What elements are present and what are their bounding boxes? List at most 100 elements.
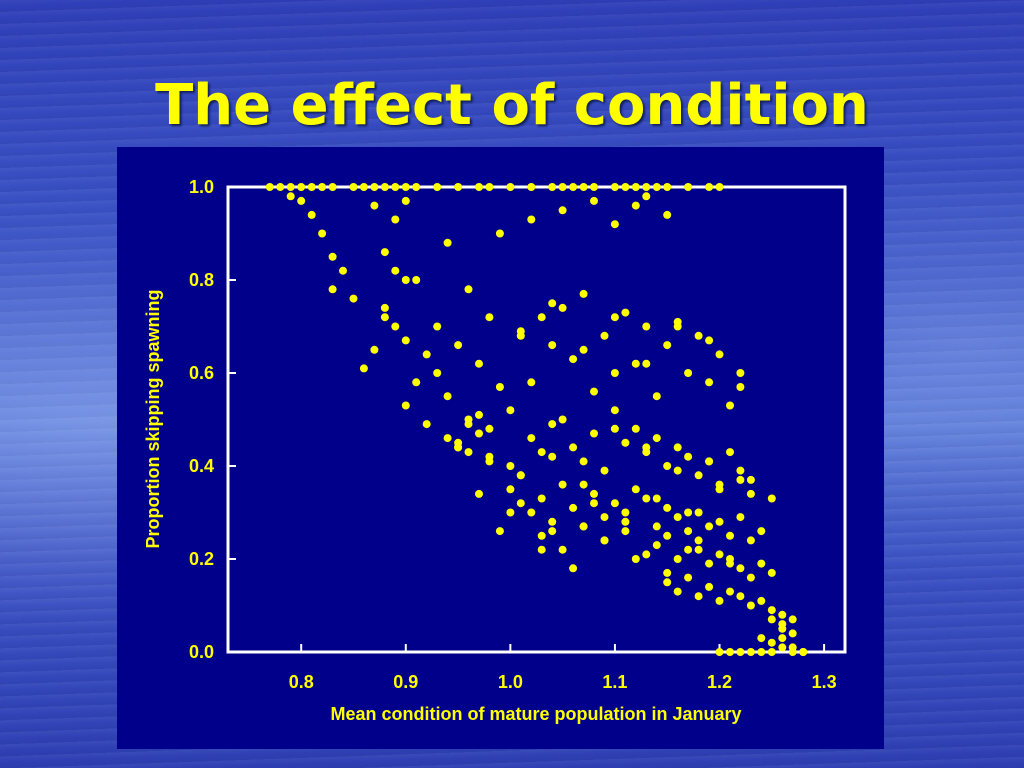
data-point <box>736 383 745 391</box>
data-point <box>569 355 578 364</box>
data-point <box>694 508 703 517</box>
data-point <box>475 410 483 419</box>
data-point <box>631 424 640 433</box>
data-point <box>548 517 557 526</box>
data-point <box>767 648 776 656</box>
data-point <box>558 303 567 312</box>
data-point <box>621 438 630 447</box>
x-axis-title: Mean condition of mature population in J… <box>330 704 741 724</box>
data-point <box>422 420 431 429</box>
data-point <box>495 383 504 391</box>
data-point <box>370 345 379 354</box>
data-point <box>328 183 337 191</box>
data-point <box>736 564 745 573</box>
data-point <box>642 359 651 368</box>
data-point <box>715 550 724 559</box>
y-tick-label: 1.0 <box>189 177 214 197</box>
data-point <box>610 499 619 508</box>
y-tick-label: 0.0 <box>189 642 214 662</box>
data-point <box>767 494 776 503</box>
data-point <box>600 513 609 522</box>
data-point <box>412 183 421 191</box>
data-point <box>684 573 693 582</box>
data-point <box>663 183 672 191</box>
data-point <box>537 531 546 540</box>
data-point <box>631 183 640 191</box>
data-point <box>600 331 609 340</box>
x-tick-label: 0.8 <box>289 672 314 692</box>
data-point <box>412 378 421 387</box>
data-point <box>673 587 682 596</box>
data-point <box>736 648 745 656</box>
data-point <box>642 322 651 331</box>
data-point <box>746 648 755 656</box>
data-point <box>527 183 536 191</box>
data-point <box>610 313 619 322</box>
data-point <box>286 192 295 201</box>
data-point <box>433 183 442 191</box>
data-point <box>548 299 557 308</box>
x-axis: 0.8 0.9 1.0 1.1 1.2 1.3 <box>289 644 837 692</box>
data-point <box>464 285 473 294</box>
data-point <box>485 313 494 322</box>
data-point <box>673 443 682 452</box>
data-point <box>307 183 316 191</box>
data-point <box>726 648 734 656</box>
data-point <box>684 183 693 191</box>
data-point <box>443 434 452 443</box>
data-point <box>799 648 808 656</box>
data-point <box>359 183 368 191</box>
data-point <box>506 183 515 191</box>
data-point <box>778 620 787 629</box>
data-point <box>454 443 463 452</box>
data-point <box>443 392 452 401</box>
data-point <box>443 238 452 247</box>
data-point <box>548 420 557 429</box>
data-point <box>631 485 640 494</box>
data-point <box>610 183 619 191</box>
data-point <box>694 545 703 554</box>
data-point <box>579 345 588 354</box>
data-point <box>715 183 724 191</box>
y-axis: 0.0 0.2 0.4 0.6 0.8 1.0 <box>189 177 236 662</box>
data-point <box>464 420 473 429</box>
data-point <box>527 378 536 387</box>
data-point <box>767 615 776 624</box>
data-point <box>767 568 776 577</box>
data-point <box>558 480 567 489</box>
data-point <box>590 429 598 438</box>
data-point <box>527 215 536 224</box>
data-point <box>380 183 389 191</box>
data-point <box>401 196 410 205</box>
data-point <box>558 415 567 424</box>
data-point <box>757 559 766 568</box>
data-point <box>537 313 546 322</box>
data-point <box>610 406 619 415</box>
data-point <box>684 527 693 536</box>
data-point <box>495 527 504 536</box>
x-tick-label: 1.2 <box>707 672 732 692</box>
data-point <box>631 555 640 563</box>
data-point <box>736 513 745 522</box>
data-point <box>663 531 672 540</box>
data-point <box>663 210 672 219</box>
plot-area-frame <box>226 185 847 654</box>
data-point <box>569 183 578 191</box>
data-point <box>433 369 442 377</box>
data-point <box>715 648 724 656</box>
data-point <box>590 489 598 498</box>
data-point <box>715 485 724 494</box>
x-tick-label: 1.0 <box>498 672 523 692</box>
data-point <box>673 513 682 522</box>
y-tick-label: 0.2 <box>189 549 214 569</box>
data-point <box>579 522 588 531</box>
data-point <box>349 183 358 191</box>
data-point <box>705 559 714 568</box>
data-point <box>537 448 546 457</box>
data-point <box>736 475 745 484</box>
data-point <box>328 285 337 294</box>
data-point <box>516 471 525 480</box>
data-point <box>558 183 567 191</box>
data-point <box>579 183 588 191</box>
data-point <box>767 638 776 647</box>
